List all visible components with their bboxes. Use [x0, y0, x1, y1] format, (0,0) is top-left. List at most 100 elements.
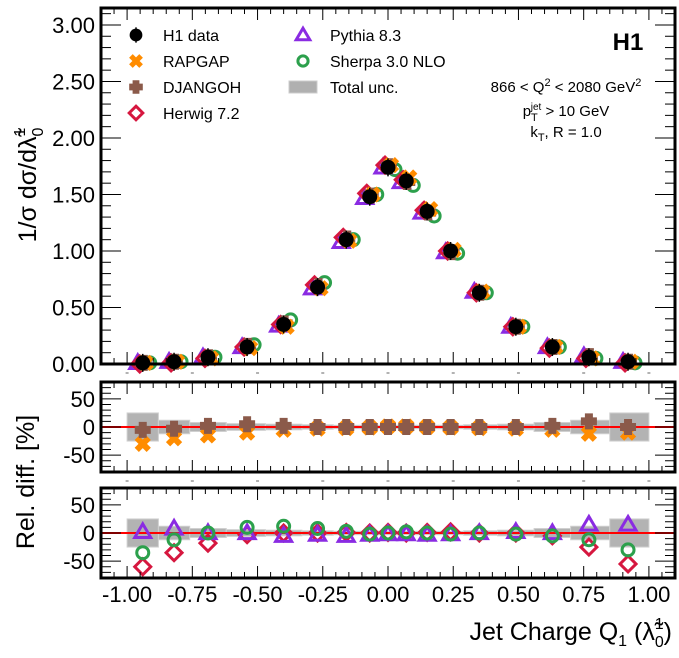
- y-tick-label: 50: [71, 493, 95, 518]
- experiment-label: H1: [613, 29, 644, 56]
- x-tick-label: 1.00: [627, 582, 670, 607]
- legend: H1 data RAPGAP DJANGOH Herwig 7.2 Pythia 8.3…: [127, 25, 446, 123]
- data-point: [132, 520, 154, 539]
- legend-marker: [129, 80, 143, 94]
- legend-label: DJANGOH: [163, 80, 241, 97]
- data-point: [338, 523, 354, 539]
- data-point: [361, 419, 378, 435]
- y-tick-label: 1.50: [52, 182, 95, 207]
- series-sherpa-3-0-nlo: [142, 162, 643, 371]
- data-point: [380, 159, 396, 175]
- y-tick-label: 3.00: [52, 13, 95, 38]
- y-tick-label: 50: [71, 387, 95, 412]
- data-point: [275, 417, 292, 434]
- data-point: [544, 417, 561, 434]
- data-point: [544, 528, 560, 544]
- data-point: [135, 545, 151, 561]
- legend-marker: [288, 80, 318, 94]
- data-point: [620, 419, 637, 435]
- data-point: [617, 513, 639, 532]
- data-point: [380, 525, 396, 541]
- data-point: [239, 339, 255, 355]
- data-point: [380, 419, 396, 435]
- series-h1-data: [135, 158, 636, 372]
- x-tick-label: -0.25: [298, 582, 348, 607]
- data-point: [471, 525, 487, 541]
- series-rapgap: [137, 156, 640, 371]
- legend-marker: [293, 25, 313, 42]
- legend-item: Sherpa 3.0 NLO: [296, 54, 446, 71]
- legend-label: Pythia 8.3: [330, 28, 401, 45]
- legend-item: H1 data: [129, 27, 219, 45]
- data-point: [508, 526, 524, 542]
- legend-label: Sherpa 3.0 NLO: [330, 54, 446, 71]
- x-tick-label: -0.50: [232, 582, 282, 607]
- data-point: [507, 419, 524, 435]
- y-tick-label: 0: [83, 415, 95, 440]
- x-tick-label: 0.25: [432, 582, 475, 607]
- data-point: [362, 526, 378, 542]
- x-tick-label: 0.75: [562, 582, 605, 607]
- legend-marker: [127, 104, 145, 122]
- x-axis-title: Jet Charge Q1 (λ̃01): [469, 616, 672, 651]
- x-tick-label: 0.50: [497, 582, 540, 607]
- data-point: [617, 553, 639, 575]
- data-point: [581, 532, 597, 548]
- main-panel: 0.00 0.50 1.00 1.50 2.00 2.50 3.00: [52, 6, 677, 377]
- data-point: [398, 173, 414, 189]
- y-tick-label: 2.00: [52, 126, 95, 151]
- data-point: [580, 413, 597, 430]
- data-point: [310, 279, 326, 295]
- legend-item: Pythia 8.3: [293, 25, 401, 45]
- y-axis-title-ratio: Rel. diff. [%]: [12, 415, 40, 549]
- y-tick-label: 2.50: [52, 69, 95, 94]
- y-tick-label: -50: [63, 443, 95, 468]
- data-point: [166, 420, 183, 437]
- data-point: [338, 419, 355, 435]
- legend-label: Total unc.: [330, 80, 398, 97]
- data-point: [276, 518, 292, 534]
- data-point: [395, 523, 417, 542]
- data-point: [419, 419, 436, 435]
- data-point: [508, 319, 524, 335]
- legend-label: Herwig 7.2: [163, 106, 240, 123]
- data-point: [310, 521, 326, 536]
- q2-range-annotation: 866 < Q2 < 2080 GeV2: [491, 77, 642, 96]
- legend-marker: [296, 54, 310, 68]
- legend-item: Herwig 7.2: [127, 104, 240, 123]
- data-point: [398, 524, 414, 540]
- data-point: [419, 525, 435, 541]
- x-tick-label: -1.00: [102, 582, 152, 607]
- y-tick-label: -50: [63, 549, 95, 574]
- ratio-panel-rapgap-djangoh: -50 0 50: [63, 380, 677, 482]
- y-tick-label: 0.00: [52, 352, 95, 377]
- data-point: [166, 532, 182, 548]
- legend-item: DJANGOH: [129, 80, 241, 97]
- data-point: [580, 425, 598, 442]
- data-point: [163, 542, 185, 563]
- x-tick-label: 0.00: [367, 582, 410, 607]
- data-point: [273, 524, 295, 543]
- pt-cut-annotation: pTjet > 10 GeV: [523, 102, 610, 124]
- data-point: [132, 556, 153, 577]
- y-tick-label: 0: [83, 521, 95, 546]
- y-tick-label: 0.50: [52, 295, 95, 320]
- data-point: [199, 417, 216, 434]
- legend-item: RAPGAP: [129, 54, 230, 71]
- data-point: [239, 416, 256, 433]
- data-point: [338, 232, 354, 248]
- data-point: [581, 349, 597, 365]
- data-point: [134, 435, 151, 452]
- data-point: [197, 533, 219, 554]
- data-point: [442, 419, 459, 435]
- ratio-panel-herwig-pythia-sherpa: -1.00 -0.75 -0.50 -0.25 0.00 0.25 0.50 0.75 1.00…: [63, 486, 677, 607]
- data-point: [471, 419, 488, 435]
- data-point: [471, 285, 487, 301]
- data-point: [200, 349, 216, 365]
- y-axis-title-main: 1/σ dσ/dλ̃01: [12, 127, 47, 242]
- data-point: [200, 525, 216, 541]
- jet-algorithm-annotation: kT, R = 1.0: [530, 124, 601, 144]
- data-point: [443, 526, 459, 542]
- data-point: [620, 542, 636, 558]
